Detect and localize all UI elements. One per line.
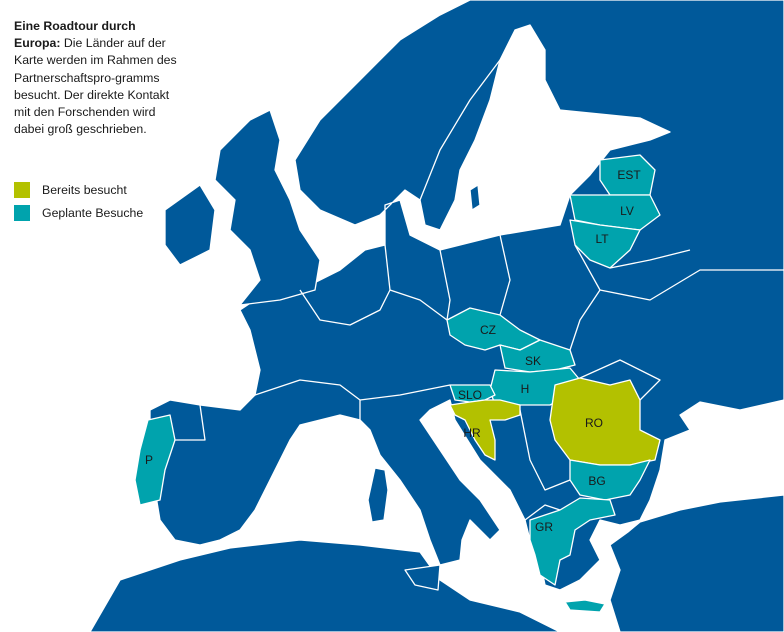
label-bg: BG <box>588 474 605 488</box>
country-ro[interactable] <box>549 377 661 466</box>
visited-swatch <box>14 181 30 198</box>
legend-item-planned: Geplante Besuche <box>14 201 143 224</box>
legend-planned-label: Geplante Besuche <box>42 205 144 220</box>
label-hr: HR <box>463 426 481 440</box>
mainland-europe <box>144 0 784 591</box>
country-p[interactable] <box>134 414 176 506</box>
planned-swatch <box>14 204 30 221</box>
country-hr[interactable] <box>449 399 521 461</box>
label-gr: GR <box>535 520 553 534</box>
country-lt[interactable] <box>569 219 641 269</box>
caption-text: Die Länder auf der Karte werden im Rahme… <box>14 36 177 137</box>
country-lv[interactable] <box>569 194 661 231</box>
highlighted-countries <box>134 154 661 613</box>
internal-borders <box>175 59 784 521</box>
legend: Bereits besucht Geplante Besuche <box>14 178 143 224</box>
legend-item-visited: Bereits besucht <box>14 178 143 201</box>
sicily <box>404 564 441 591</box>
label-h: H <box>521 382 530 396</box>
label-p: P <box>145 453 153 467</box>
gotland <box>469 184 481 211</box>
map-caption: Eine Roadtour durch Europa: Die Länder a… <box>14 18 184 138</box>
label-est: EST <box>617 168 641 182</box>
country-bg[interactable] <box>569 459 651 501</box>
country-labels: EST LV LT CZ SK H SLO HR RO BG GR P <box>145 168 641 534</box>
country-gr-crete <box>564 599 606 613</box>
corsica-sardinia <box>367 467 389 523</box>
label-lt: LT <box>595 232 609 246</box>
turkey <box>609 494 784 632</box>
label-lv: LV <box>620 204 634 218</box>
label-cz: CZ <box>480 323 496 337</box>
label-slo: SLO <box>458 388 482 402</box>
country-sk[interactable] <box>499 339 576 373</box>
caption-title: Eine Roadtour durch Europa: <box>14 19 136 51</box>
legend-visited-label: Bereits besucht <box>42 182 127 197</box>
label-ro: RO <box>585 416 603 430</box>
great-britain <box>214 109 321 306</box>
label-sk: SK <box>525 354 541 368</box>
country-gr[interactable] <box>529 497 616 586</box>
ireland <box>164 184 216 266</box>
north-africa <box>89 539 561 632</box>
